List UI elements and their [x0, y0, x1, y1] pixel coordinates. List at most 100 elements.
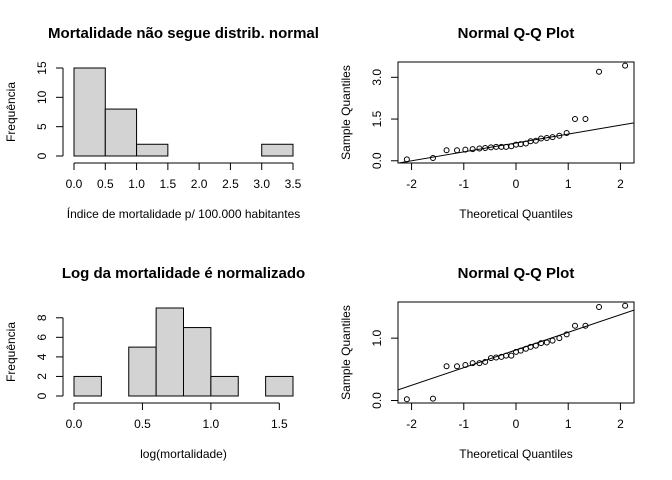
qq-point: [454, 147, 460, 154]
qq-point: [622, 302, 629, 309]
qq-point: [462, 361, 469, 368]
histogram-bar: [104, 108, 138, 157]
qq-point: [476, 145, 483, 152]
qq-point: [538, 340, 545, 347]
y-tick-label: 0.0: [370, 392, 384, 409]
panel: Log da mortalidade é normalizado log(mort…: [4, 265, 305, 461]
qq-point: [543, 339, 550, 346]
qq-point: [527, 138, 534, 145]
x-tick-label: 0: [513, 177, 520, 191]
x-tick-label: 3.5: [285, 177, 302, 191]
y-tick-label: 10: [35, 90, 49, 104]
qq-point: [403, 396, 410, 403]
panel: Mortalidade não segue distrib. normal Índ…: [4, 25, 319, 221]
qq-point: [556, 335, 563, 342]
x-tick-label: 3.0: [253, 177, 270, 191]
qq-point: [476, 360, 483, 367]
x-tick-label: 1.0: [128, 177, 145, 191]
y-tick-label: 2: [35, 373, 49, 380]
histogram-bar: [261, 143, 294, 157]
y-tick-label: 1.0: [370, 329, 384, 346]
histogram-bar: [73, 67, 106, 157]
histogram-bar: [136, 143, 169, 157]
x-axis-label: Theoretical Quantiles: [459, 447, 572, 461]
panel-title: Normal Q-Q Plot: [458, 265, 575, 282]
qq-point: [443, 363, 450, 370]
y-tick-label: 4: [35, 353, 49, 360]
histogram-bar: [73, 375, 102, 397]
y-tick-label: 15: [35, 61, 49, 75]
qq-point: [596, 303, 603, 310]
qq-point: [443, 147, 450, 154]
qq-point: [582, 322, 589, 329]
x-tick-label: 2.0: [191, 177, 208, 191]
x-tick-label: -1: [458, 417, 469, 431]
qq-point: [454, 363, 460, 370]
y-tick-label: 0: [35, 152, 49, 159]
y-axis-label: Sample Quantiles: [339, 65, 353, 160]
x-tick-label: -1: [458, 177, 469, 191]
y-tick-label: 8: [35, 314, 49, 321]
x-tick-label: 0: [513, 417, 520, 431]
qq-point: [549, 337, 556, 344]
x-tick-label: 1: [565, 177, 572, 191]
x-tick-label: 0.5: [97, 177, 114, 191]
histogram-bar: [183, 327, 212, 397]
qq-point: [482, 144, 489, 151]
panel: Normal Q-Q Plot Theoretical Quantiles Samp…: [339, 25, 635, 221]
qq-point: [532, 137, 539, 144]
histogram-bar: [265, 375, 294, 397]
histogram-bar: [210, 375, 239, 397]
reference-line: [398, 309, 634, 391]
qq-point: [582, 116, 589, 123]
x-axis-label: log(mortalidade): [140, 447, 227, 461]
reference-line: [398, 122, 634, 163]
x-tick-label: 2.5: [222, 177, 239, 191]
panel: Normal Q-Q Plot Theoretical Quantiles Samp…: [339, 265, 635, 461]
y-axis-label: Frequência: [4, 322, 18, 382]
qq-point: [549, 134, 556, 141]
x-axis-label: Theoretical Quantiles: [459, 207, 572, 221]
x-tick-label: -2: [406, 417, 417, 431]
qq-point: [469, 146, 476, 153]
qq-point: [508, 352, 515, 359]
plot-box: [397, 301, 635, 404]
qq-point: [429, 154, 436, 161]
qq-point: [538, 135, 545, 142]
y-axis-label: Frequência: [4, 82, 18, 142]
y-tick-label: 0: [35, 392, 49, 399]
x-tick-label: 1: [565, 417, 572, 431]
x-tick-label: 0.5: [134, 417, 151, 431]
plot-box: [397, 61, 635, 164]
qq-point: [403, 156, 410, 163]
histogram-bar: [155, 307, 184, 397]
qq-point: [522, 140, 529, 147]
qq-point: [469, 360, 476, 367]
qq-point: [462, 146, 469, 153]
qq-point: [563, 129, 570, 136]
x-tick-label: 2: [617, 417, 624, 431]
qq-point: [482, 358, 489, 365]
panel-title: Mortalidade não segue distrib. normal: [48, 25, 319, 42]
y-tick-label: 5: [35, 123, 49, 130]
x-tick-label: 0.0: [66, 177, 83, 191]
y-tick-label: 6: [35, 334, 49, 341]
qq-point: [532, 342, 539, 349]
y-tick-label: 3.0: [370, 69, 384, 86]
qq-point: [556, 132, 563, 139]
qq-point: [563, 331, 570, 338]
x-tick-label: 1.0: [203, 417, 220, 431]
y-tick-label: 0.0: [370, 152, 384, 169]
panel-title: Log da mortalidade é normalizado: [62, 265, 305, 282]
x-axis-label: Índice de mortalidade p/ 100.000 habitan…: [67, 206, 301, 221]
qq-point: [572, 322, 578, 329]
x-tick-label: 1.5: [160, 177, 177, 191]
histogram-bar: [128, 346, 157, 397]
x-tick-label: 1.5: [271, 417, 288, 431]
y-tick-label: 1.5: [370, 110, 384, 127]
qq-point: [543, 134, 550, 141]
qq-point: [572, 116, 578, 123]
qq-point: [596, 68, 603, 75]
qq-point: [429, 395, 436, 402]
